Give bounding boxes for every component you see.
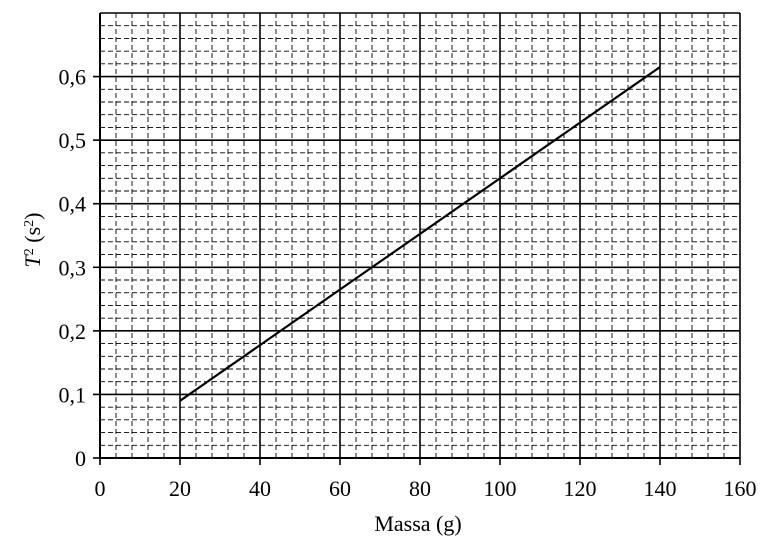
series-line <box>179 66 661 402</box>
x-tick-label: 60 <box>329 476 351 501</box>
x-tick-label: 20 <box>169 476 191 501</box>
y-axis-label-var: T <box>20 253 45 267</box>
y-tick-label: 0,1 <box>59 382 87 407</box>
y-tick-label: 0,6 <box>59 65 87 90</box>
y-tick-label: 0,3 <box>59 255 87 280</box>
y-tick-label: 0,5 <box>59 128 87 153</box>
x-tick-labels: 0 20 40 60 80 100 120 140 160 <box>95 476 757 501</box>
axes <box>93 13 741 465</box>
y-tick-label: 0,4 <box>59 192 87 217</box>
x-tick-label: 160 <box>724 476 757 501</box>
x-tick-label: 40 <box>249 476 271 501</box>
y-axis-label: T2 (s2) <box>20 213 45 268</box>
y-axis-label-unit-sup: 2 <box>22 220 37 227</box>
x-tick-label: 120 <box>564 476 597 501</box>
x-tick-label: 100 <box>484 476 517 501</box>
y-axis-label-unit-close: ) <box>20 213 45 220</box>
y-axis-label-sup: 2 <box>22 248 37 255</box>
x-tick-label: 0 <box>95 476 106 501</box>
x-tick-label: 80 <box>409 476 431 501</box>
x-axis-label: Massa (g) <box>374 511 461 536</box>
x-tick-label: 140 <box>644 476 677 501</box>
y-tick-label: 0,2 <box>59 319 87 344</box>
y-tick-labels: 0 0,1 0,2 0,3 0,4 0,5 0,6 <box>59 65 87 471</box>
series <box>179 66 661 402</box>
y-axis-label-unit-open: (s <box>20 227 45 248</box>
y-tick-label: 0 <box>75 446 86 471</box>
